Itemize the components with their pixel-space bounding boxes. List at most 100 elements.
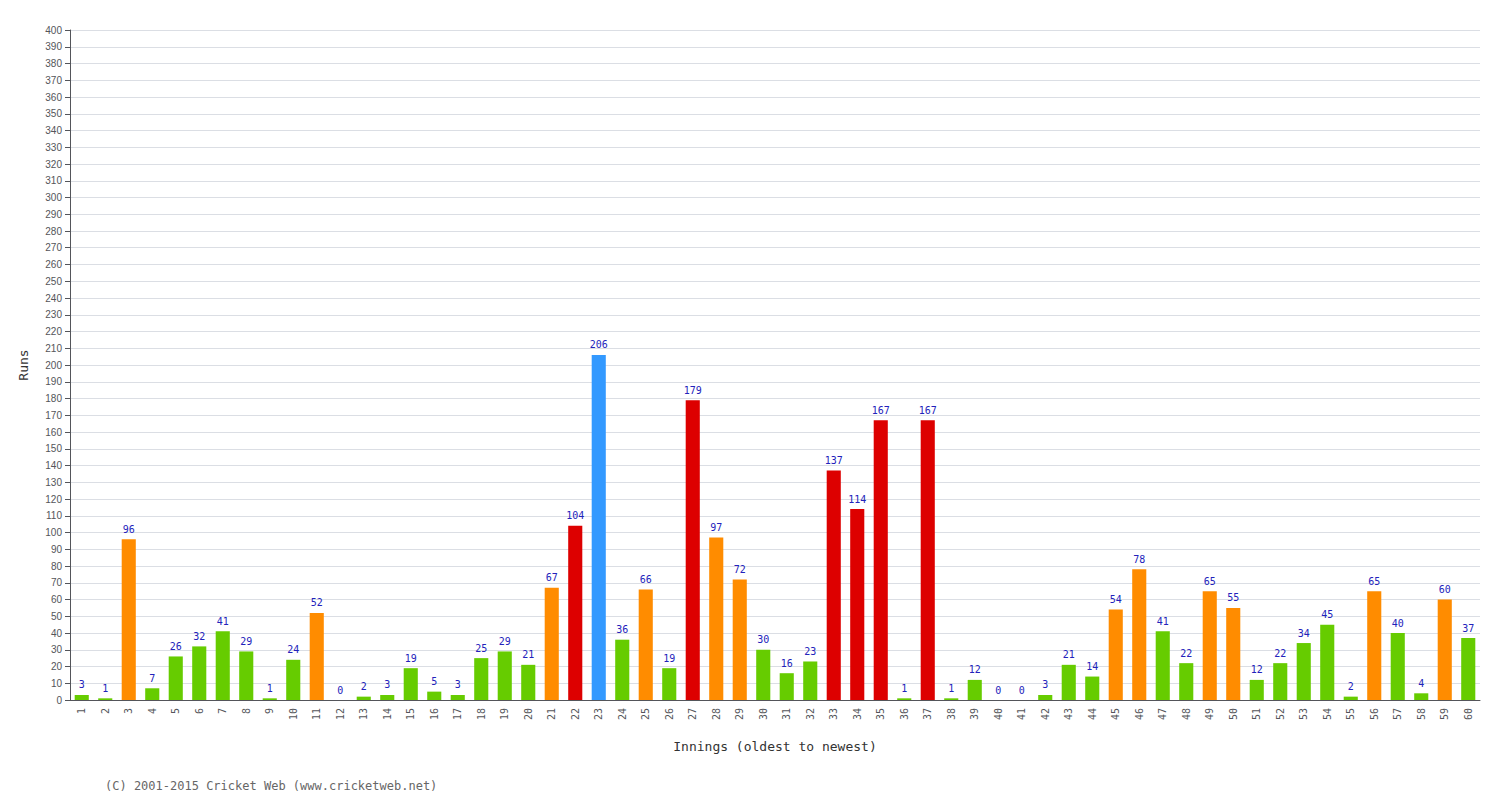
svg-text:50: 50 — [51, 611, 63, 622]
svg-text:200: 200 — [45, 360, 62, 371]
svg-text:26: 26 — [170, 641, 182, 652]
svg-text:240: 240 — [45, 293, 62, 304]
svg-text:33: 33 — [828, 708, 839, 720]
svg-text:3: 3 — [123, 708, 134, 714]
svg-text:40: 40 — [993, 708, 1004, 720]
svg-text:66: 66 — [640, 574, 652, 585]
svg-text:32: 32 — [805, 708, 816, 720]
svg-text:96: 96 — [123, 524, 135, 535]
svg-text:17: 17 — [452, 708, 463, 720]
svg-text:130: 130 — [45, 477, 62, 488]
svg-text:1: 1 — [76, 708, 87, 714]
svg-text:57: 57 — [1392, 708, 1403, 720]
svg-text:29: 29 — [734, 708, 745, 720]
svg-text:23: 23 — [804, 646, 816, 657]
svg-text:370: 370 — [45, 75, 62, 86]
svg-text:29: 29 — [499, 636, 511, 647]
svg-text:45: 45 — [1321, 609, 1333, 620]
svg-text:47: 47 — [1157, 708, 1168, 720]
svg-text:50: 50 — [1228, 708, 1239, 720]
svg-text:5: 5 — [431, 676, 437, 687]
svg-text:41: 41 — [1157, 616, 1169, 627]
svg-text:190: 190 — [45, 376, 62, 387]
svg-text:12: 12 — [969, 664, 981, 675]
svg-text:22: 22 — [1274, 648, 1286, 659]
svg-text:(C) 2001-2015 Cricket Web (www: (C) 2001-2015 Cricket Web (www.cricketwe… — [105, 779, 437, 793]
svg-text:15: 15 — [405, 708, 416, 720]
svg-text:30: 30 — [51, 644, 63, 655]
svg-text:170: 170 — [45, 410, 62, 421]
svg-text:36: 36 — [616, 624, 628, 635]
svg-text:58: 58 — [1416, 708, 1427, 720]
svg-text:13: 13 — [358, 708, 369, 720]
svg-text:5: 5 — [170, 708, 181, 714]
svg-text:60: 60 — [51, 594, 63, 605]
svg-text:19: 19 — [499, 708, 510, 720]
svg-text:53: 53 — [1298, 708, 1309, 720]
svg-text:11: 11 — [311, 708, 322, 720]
svg-text:2: 2 — [361, 681, 367, 692]
svg-text:300: 300 — [45, 192, 62, 203]
svg-text:20: 20 — [51, 661, 63, 672]
svg-text:34: 34 — [852, 708, 863, 720]
svg-text:140: 140 — [45, 460, 62, 471]
svg-text:10: 10 — [288, 708, 299, 720]
svg-text:21: 21 — [546, 708, 557, 720]
svg-text:78: 78 — [1133, 554, 1145, 565]
svg-text:260: 260 — [45, 259, 62, 270]
svg-text:52: 52 — [1275, 708, 1286, 720]
svg-text:28: 28 — [711, 708, 722, 720]
svg-text:72: 72 — [734, 564, 746, 575]
svg-text:16: 16 — [429, 708, 440, 720]
svg-text:24: 24 — [617, 708, 628, 720]
svg-text:1: 1 — [948, 683, 954, 694]
svg-text:44: 44 — [1087, 708, 1098, 720]
svg-text:52: 52 — [311, 597, 323, 608]
svg-text:0: 0 — [995, 685, 1001, 696]
svg-text:24: 24 — [287, 644, 299, 655]
svg-text:4: 4 — [147, 708, 158, 714]
svg-text:65: 65 — [1368, 576, 1380, 587]
svg-text:380: 380 — [45, 58, 62, 69]
svg-text:38: 38 — [946, 708, 957, 720]
svg-text:37: 37 — [922, 708, 933, 720]
svg-text:167: 167 — [872, 405, 890, 416]
svg-text:23: 23 — [593, 708, 604, 720]
svg-text:19: 19 — [663, 653, 675, 664]
svg-text:21: 21 — [1063, 649, 1075, 660]
svg-text:1: 1 — [102, 683, 108, 694]
svg-text:110: 110 — [46, 510, 62, 521]
svg-text:22: 22 — [570, 708, 581, 720]
svg-text:30: 30 — [757, 634, 769, 645]
svg-text:27: 27 — [687, 708, 698, 720]
svg-text:35: 35 — [875, 708, 886, 720]
svg-text:0: 0 — [1019, 685, 1025, 696]
svg-text:7: 7 — [217, 708, 228, 714]
svg-text:18: 18 — [476, 708, 487, 720]
svg-text:8: 8 — [241, 708, 252, 714]
svg-text:39: 39 — [969, 708, 980, 720]
svg-text:2: 2 — [1348, 681, 1354, 692]
svg-text:330: 330 — [45, 142, 62, 153]
svg-text:9: 9 — [264, 708, 275, 714]
svg-text:42: 42 — [1040, 708, 1051, 720]
svg-text:14: 14 — [382, 708, 393, 720]
svg-text:97: 97 — [710, 522, 722, 533]
svg-text:10: 10 — [51, 678, 63, 689]
svg-text:150: 150 — [45, 443, 62, 454]
svg-text:120: 120 — [45, 494, 62, 505]
svg-text:4: 4 — [1418, 678, 1424, 689]
svg-text:21: 21 — [522, 649, 534, 660]
svg-text:14: 14 — [1086, 661, 1098, 672]
svg-text:34: 34 — [1298, 628, 1310, 639]
svg-text:180: 180 — [45, 393, 62, 404]
svg-text:100: 100 — [45, 527, 62, 538]
svg-text:48: 48 — [1181, 708, 1192, 720]
svg-text:3: 3 — [455, 679, 461, 690]
svg-text:Innings (oldest to newest): Innings (oldest to newest) — [673, 739, 877, 754]
svg-text:60: 60 — [1439, 584, 1451, 595]
svg-text:206: 206 — [590, 339, 608, 350]
svg-text:25: 25 — [475, 643, 487, 654]
svg-text:210: 210 — [45, 343, 62, 354]
svg-text:22: 22 — [1180, 648, 1192, 659]
